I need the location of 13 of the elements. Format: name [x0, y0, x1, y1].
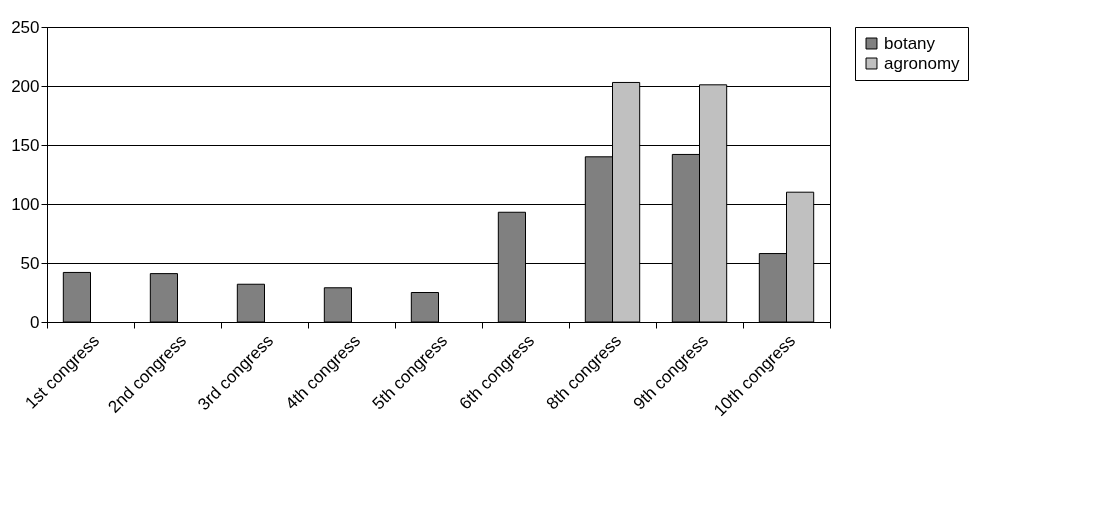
y-tick-label: 200 — [11, 76, 40, 96]
legend-label: botany — [884, 33, 936, 53]
bar — [149, 273, 178, 323]
bar — [410, 292, 439, 323]
bar — [62, 271, 91, 323]
bar — [236, 283, 265, 323]
bar — [323, 287, 352, 323]
legend-label: agronomy — [884, 53, 961, 73]
y-tick-label: 100 — [11, 194, 40, 214]
y-tick-label: 50 — [20, 253, 40, 273]
y-tick-label: 250 — [11, 17, 40, 37]
y-tick-label: 150 — [11, 135, 40, 155]
y-tick-label: 0 — [30, 312, 40, 332]
